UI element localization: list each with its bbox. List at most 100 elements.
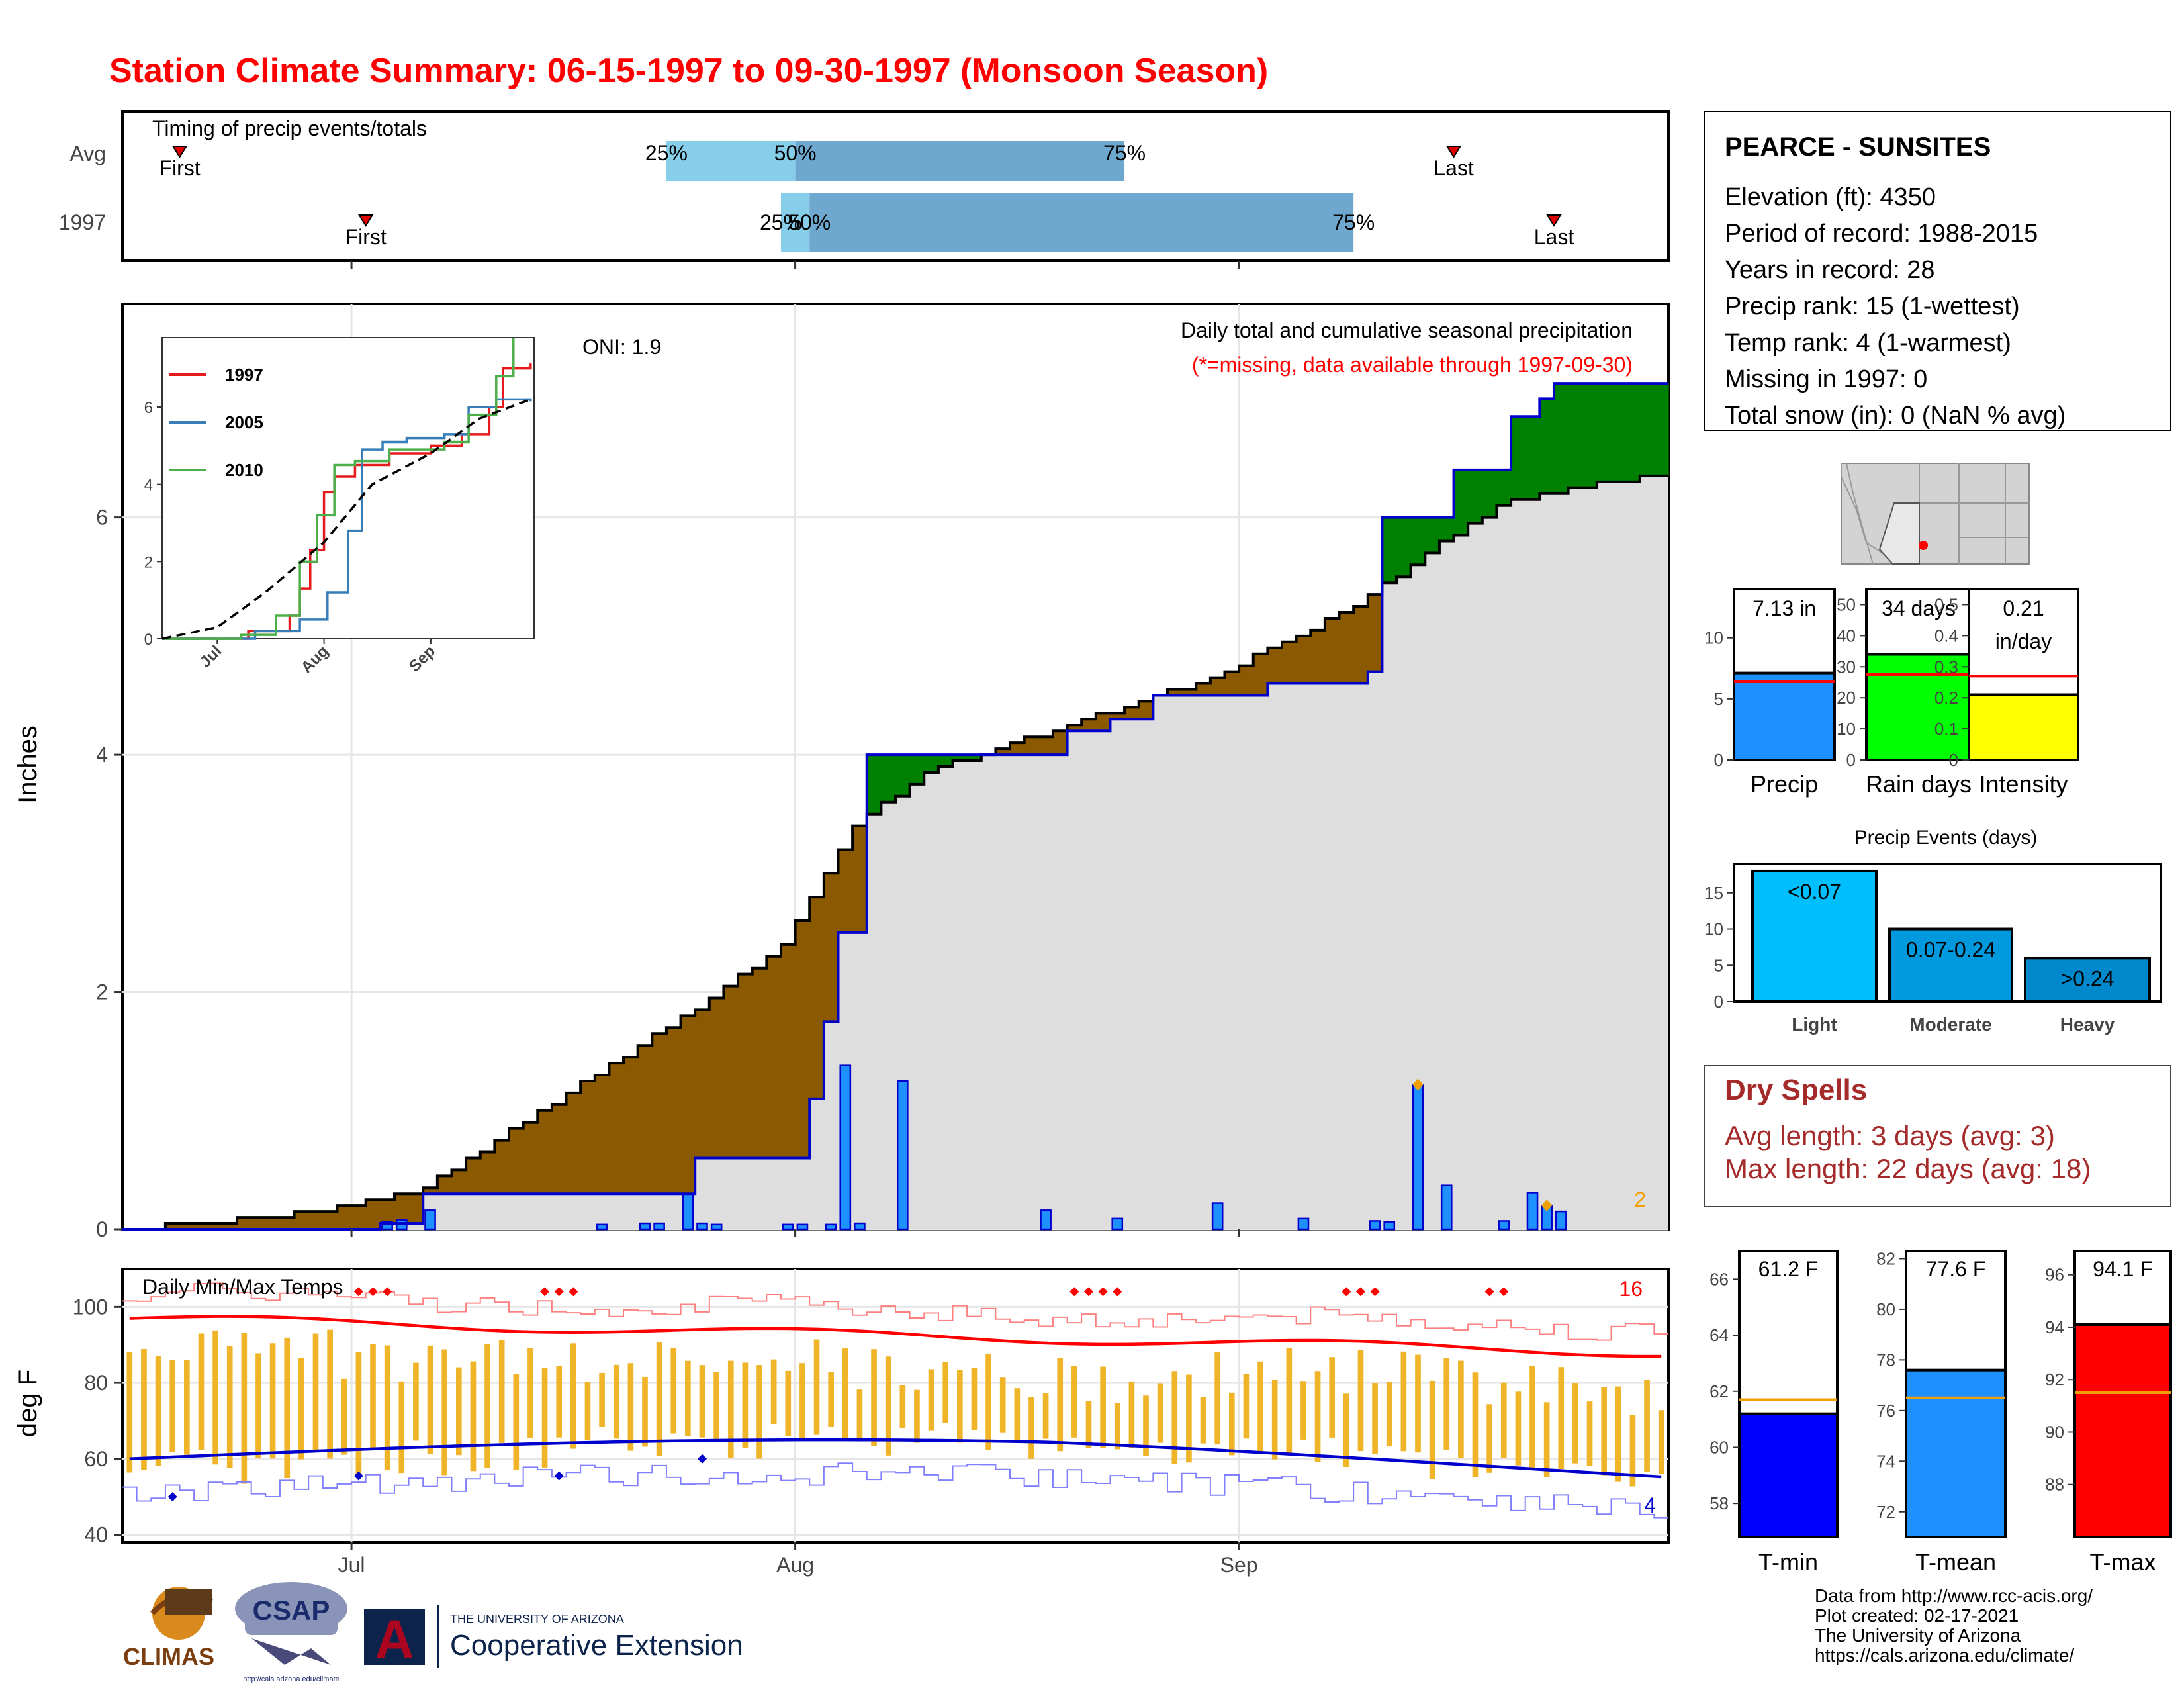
daily-temp-bar	[1114, 1403, 1120, 1450]
precip-surplus-area	[1596, 383, 1612, 482]
inset-legend-label: 2005	[225, 412, 263, 432]
total-y-tick-label: 0.2	[1934, 688, 1958, 708]
daily-temp-bar	[556, 1366, 563, 1438]
daily-temp-bar	[413, 1362, 419, 1441]
events-category-label: Moderate	[1909, 1014, 1991, 1035]
timing-last-label: Last	[1433, 156, 1474, 180]
precip-surplus-area	[1482, 469, 1498, 518]
station-info-line: Total snow (in): 0 (NaN % avg)	[1725, 402, 2066, 430]
temp-summary-y-tick-label: 90	[2045, 1422, 2064, 1442]
total-value-label: in/day	[1995, 630, 2052, 653]
precip-deficit-area	[1224, 671, 1240, 696]
daily-temp-bar	[642, 1376, 648, 1447]
station-info-line: Precip rank: 15 (1-wettest)	[1725, 293, 2020, 320]
temp-summary-category: T-min	[1758, 1548, 1818, 1575]
timing-p75-label: 75%	[1332, 211, 1375, 234]
precip-deficit-area	[566, 1092, 581, 1194]
precip-deficit-area	[809, 897, 825, 1099]
daily-temp-bar	[1586, 1401, 1593, 1466]
daily-temp-bar	[470, 1361, 477, 1472]
temp-summary-y-tick-label: 66	[1709, 1269, 1729, 1289]
precip-ylabel: Inches	[13, 726, 42, 804]
temp-summary-bar-0	[1738, 1412, 1839, 1538]
x-tick-label: Sep	[1220, 1553, 1258, 1577]
precip-surplus-area	[1439, 517, 1455, 541]
daily-temp-bar	[1157, 1383, 1163, 1443]
timing-p50-label: 50%	[788, 211, 831, 234]
daily-temp-bar	[126, 1352, 133, 1473]
csap-logo-url: http://cals.arizona.edu/climate	[243, 1675, 340, 1683]
precip-deficit-area	[251, 1217, 266, 1229]
precip-surplus-area	[1582, 383, 1598, 488]
precip-deficit-area	[1095, 713, 1111, 731]
daily-temp-bar	[355, 1352, 362, 1474]
average-high-line	[129, 1315, 1662, 1358]
events-bar-0	[1751, 869, 1878, 1004]
total-y-tick-label: 30	[1837, 657, 1856, 677]
daily-temp-bar	[141, 1348, 147, 1470]
precip-deficit-area	[365, 1199, 381, 1229]
daily-temp-bar	[799, 1363, 805, 1438]
temp-panel: 40 60 80 100 Daily Min/Max Temps deg F 16 4	[13, 1268, 1670, 1547]
precip-deficit-area	[451, 1170, 467, 1194]
daily-temp-bar	[1458, 1360, 1464, 1458]
daily-temp-bar	[1615, 1386, 1621, 1482]
record-high-marker	[1355, 1287, 1365, 1297]
temp-summary-y-tick-label: 82	[1876, 1248, 1895, 1268]
precip-deficit-area	[766, 956, 782, 1158]
precip-deficit-area	[494, 1140, 510, 1194]
daily-temp-bar	[298, 1357, 304, 1460]
total-category-label: Rain days	[1866, 771, 1972, 798]
precip-deficit-area	[609, 1063, 624, 1194]
daily-temp-bar	[914, 1389, 920, 1443]
timing-bar-25-50	[666, 141, 796, 181]
total-y-tick-label: 0	[1949, 750, 1958, 770]
daily-temp-bar	[284, 1337, 291, 1479]
precip-deficit-area	[480, 1152, 495, 1194]
record-high-marker	[1370, 1287, 1380, 1297]
precip-deficit-area	[666, 1027, 682, 1194]
precip-deficit-area	[1324, 618, 1340, 684]
precip-marker	[1412, 1078, 1424, 1091]
daily-precip-bar	[596, 1223, 608, 1231]
daily-precip-bar	[696, 1222, 708, 1231]
daily-temp-bar	[1515, 1391, 1522, 1466]
events-y-tick-label: 15	[1704, 883, 1723, 903]
precip-deficit-area	[637, 1045, 653, 1194]
daily-precip-bar	[682, 1192, 694, 1231]
precip-surplus-area	[1453, 469, 1469, 536]
timing-label: Timing of precip events/totals	[152, 117, 427, 140]
record-high-marker	[1069, 1287, 1079, 1297]
daily-temp-bar	[856, 1389, 863, 1441]
daily-temp-bar	[1415, 1354, 1421, 1453]
daily-precip-bar	[1555, 1210, 1567, 1231]
daily-temp-bar	[742, 1362, 749, 1448]
record-high-marker	[383, 1287, 392, 1297]
daily-temp-bar	[770, 1359, 777, 1424]
daily-temp-bar	[1500, 1382, 1507, 1458]
precip-deficit-area	[308, 1211, 324, 1229]
daily-temp-bar	[942, 1362, 949, 1423]
temp-summary-y-tick-label: 94	[2045, 1317, 2064, 1337]
daily-temp-bar	[384, 1345, 390, 1470]
precip-deficit-area	[723, 986, 739, 1158]
events-y-tick-label: 5	[1714, 955, 1723, 975]
daily-temp-bar	[155, 1356, 161, 1466]
precip-deficit-area	[652, 1033, 667, 1194]
inset-legend-label: 1997	[225, 365, 263, 385]
total-category-label: Intensity	[1979, 771, 2068, 798]
record-high-marker	[1342, 1287, 1351, 1297]
daily-temp-bar	[1014, 1388, 1021, 1442]
precip-deficit-area	[1339, 612, 1354, 684]
credit-line: Data from http://www.rcc-acis.org/	[1815, 1585, 2093, 1606]
daily-temp-bar	[1214, 1352, 1220, 1445]
total-y-tick-label: 0	[1846, 750, 1856, 770]
daily-temp-bar	[1429, 1380, 1435, 1479]
temp-summary-y-tick-label: 72	[1876, 1502, 1895, 1522]
temp-summary-category: T-max	[2089, 1548, 2156, 1575]
station-name: PEARCE - SUNSITES	[1725, 132, 1991, 162]
daily-temp-bar	[527, 1348, 533, 1438]
record-high-marker	[1484, 1287, 1494, 1297]
precip-deficit-area	[709, 998, 725, 1158]
daily-precip-bar	[825, 1223, 837, 1231]
